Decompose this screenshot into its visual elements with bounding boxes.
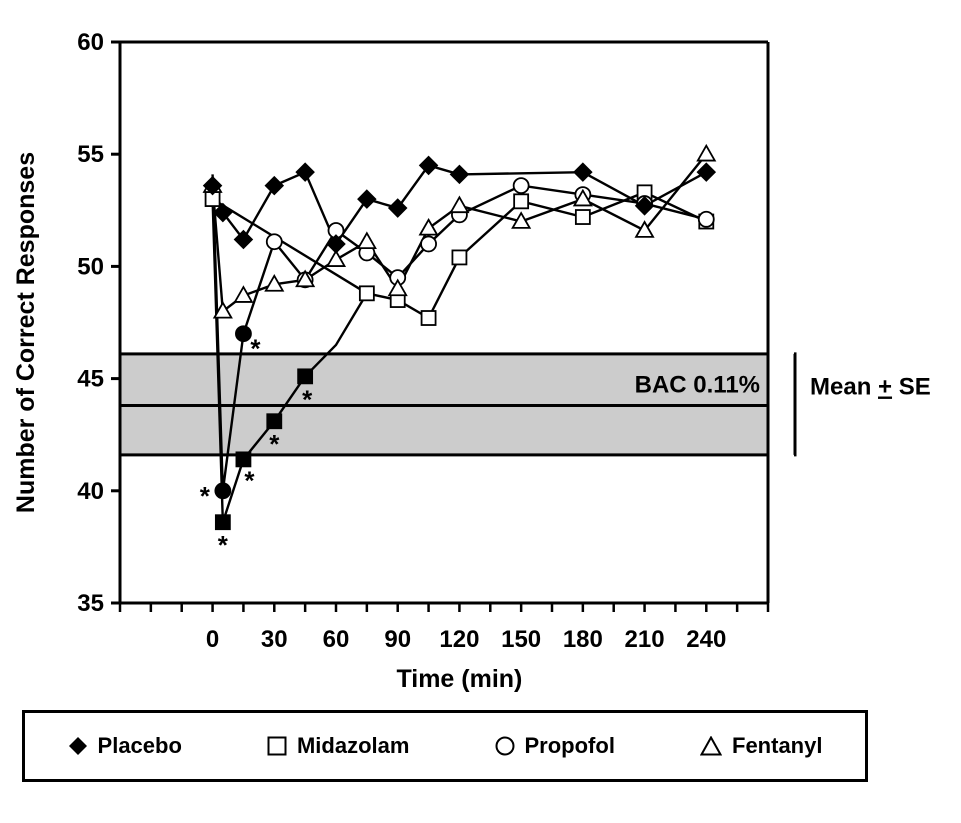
diamond-point	[634, 196, 655, 216]
diamond-point	[387, 198, 408, 218]
x-tick-label: 210	[625, 626, 665, 653]
mean-se-bracket	[793, 352, 797, 457]
triangle-point	[264, 274, 285, 292]
x-tick-label: 150	[501, 626, 541, 653]
diamond-filled-icon	[68, 737, 87, 755]
triangle-point	[511, 211, 532, 229]
triangle-point	[356, 231, 377, 249]
circle-point	[512, 177, 530, 195]
x-tick-label: 90	[384, 626, 411, 653]
mean-se-label: Mean + SE	[810, 374, 931, 401]
legend-item-fentanyl: Fentanyl	[700, 733, 822, 759]
diamond-point	[202, 175, 223, 196]
square-point	[420, 310, 437, 326]
x-tick-label: 240	[686, 626, 726, 653]
legend: Placebo Midazolam Propofol Fentanyl	[22, 710, 868, 782]
legend-label: Fentanyl	[732, 733, 823, 758]
diamond-point	[233, 229, 254, 250]
square-point	[358, 285, 375, 302]
legend-label: Propofol	[524, 733, 615, 758]
significance-star: *	[269, 429, 280, 459]
y-tick-label: 55	[77, 141, 104, 168]
circle-open-icon	[495, 736, 514, 756]
y-axis-title: Number of Correct Responses	[12, 152, 40, 513]
diamond-point	[357, 189, 377, 209]
square-point	[513, 193, 530, 210]
significance-star: *	[244, 465, 255, 495]
triangle-point	[696, 143, 717, 162]
diamond-point	[418, 155, 439, 176]
reference-band-layer	[118, 352, 770, 457]
circle-point	[697, 210, 715, 228]
triangle-point	[418, 217, 439, 236]
y-tick-label: 35	[77, 590, 104, 617]
x-tick-label: 180	[563, 626, 603, 653]
axes-layer	[111, 40, 797, 612]
significance-star: *	[200, 481, 211, 511]
series-line-5	[211, 153, 708, 314]
diamond-point	[696, 162, 717, 182]
triangle-point	[325, 249, 347, 267]
legend-label: Midazolam	[296, 733, 410, 758]
legend-item-propofol: Propofol	[495, 733, 615, 759]
square-point	[235, 451, 252, 468]
triangle-point	[449, 195, 470, 214]
diamond-point	[449, 164, 470, 185]
square-open-icon	[267, 736, 287, 756]
y-tick-label: 40	[77, 478, 104, 505]
diamond-point	[213, 202, 233, 223]
mean-se-suffix: SE	[892, 374, 931, 401]
y-tick-label: 60	[77, 29, 104, 56]
triangle-point	[572, 188, 593, 207]
legend-item-placebo: Placebo	[68, 733, 182, 759]
square-point	[297, 368, 314, 385]
square-point	[574, 209, 591, 225]
significance-star: *	[302, 384, 313, 414]
triangle-point	[634, 220, 655, 238]
triangle-point	[233, 285, 254, 303]
triangle-open-icon	[700, 736, 722, 756]
circle-point	[420, 235, 437, 253]
square-point	[451, 249, 468, 266]
circle-point	[214, 482, 232, 500]
diamond-point	[264, 175, 285, 196]
circle-point	[265, 233, 283, 251]
marker-layer	[202, 143, 717, 531]
x-tick-label: 120	[439, 626, 479, 653]
reference-band-label: BAC 0.11%	[635, 372, 760, 399]
legend-label: Placebo	[97, 733, 182, 758]
square-point	[214, 514, 231, 531]
legend-item-midazolam: Midazolam	[267, 733, 409, 759]
triangle-point	[295, 269, 316, 288]
y-tick-label: 50	[77, 253, 104, 280]
diamond-point	[326, 234, 346, 254]
x-tick-label: 60	[323, 626, 350, 653]
square-point	[266, 413, 283, 430]
y-tick-label: 45	[77, 366, 104, 393]
significance-star: *	[218, 530, 229, 560]
x-tick-label: 0	[206, 626, 219, 653]
significance-star: *	[250, 334, 261, 364]
x-tick-label: 30	[261, 626, 288, 653]
diamond-point	[573, 162, 593, 182]
triangle-point	[212, 300, 233, 319]
circle-point	[235, 325, 252, 343]
triangle-point	[387, 278, 408, 297]
diamond-point	[295, 162, 315, 182]
mean-se-pm-sign: +	[878, 374, 892, 401]
x-axis-title: Time (min)	[396, 665, 522, 693]
series-line-4	[211, 174, 276, 491]
